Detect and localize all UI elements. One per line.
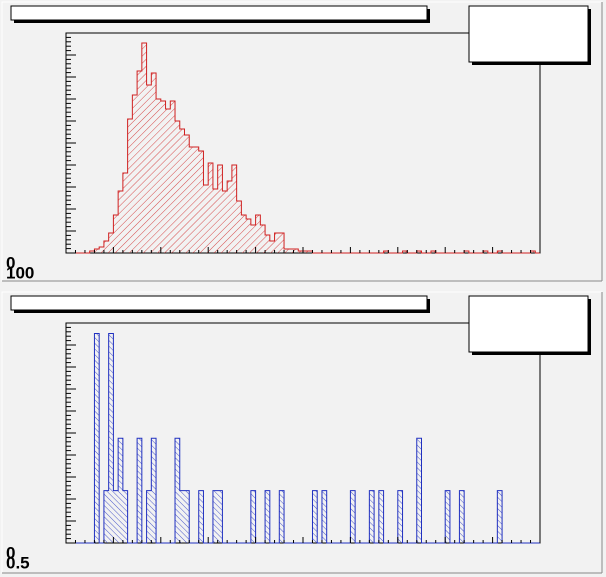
bar bbox=[146, 490, 152, 543]
bar bbox=[184, 135, 190, 253]
bar bbox=[103, 241, 109, 253]
bar bbox=[212, 189, 218, 253]
bar bbox=[189, 147, 194, 253]
bar bbox=[212, 490, 218, 543]
bar bbox=[170, 101, 176, 253]
bar bbox=[284, 249, 289, 253]
bar bbox=[179, 129, 185, 253]
title-box bbox=[10, 295, 428, 311]
bar bbox=[497, 251, 503, 253]
bar bbox=[165, 109, 171, 253]
bar bbox=[265, 235, 270, 253]
bar bbox=[137, 71, 142, 253]
bar bbox=[416, 438, 422, 543]
bar bbox=[184, 490, 190, 543]
bar bbox=[118, 438, 123, 543]
histogram-outline bbox=[66, 332, 540, 544]
bar bbox=[151, 438, 157, 543]
bar bbox=[265, 490, 270, 543]
bar bbox=[227, 181, 232, 253]
bar bbox=[402, 251, 408, 253]
bar bbox=[141, 43, 147, 253]
bar bbox=[269, 241, 275, 253]
bar bbox=[250, 225, 256, 253]
bar bbox=[288, 249, 294, 253]
bar bbox=[416, 251, 422, 253]
bar bbox=[530, 251, 536, 253]
bar bbox=[255, 215, 261, 253]
bar bbox=[198, 151, 204, 253]
bar bbox=[208, 163, 213, 253]
bar bbox=[146, 85, 152, 253]
bar bbox=[250, 490, 256, 543]
bar bbox=[312, 490, 318, 543]
bar bbox=[464, 251, 469, 253]
axis-label: 100 bbox=[6, 263, 34, 282]
bar bbox=[459, 490, 465, 543]
bar bbox=[179, 490, 185, 543]
bar bbox=[279, 490, 285, 543]
bar bbox=[241, 215, 247, 253]
bar bbox=[246, 219, 251, 253]
bar bbox=[497, 490, 503, 543]
bar bbox=[193, 147, 199, 253]
bar bbox=[298, 251, 303, 253]
bar bbox=[122, 173, 128, 253]
bar bbox=[279, 233, 285, 253]
bar bbox=[203, 185, 209, 253]
bar bbox=[103, 490, 109, 543]
bar bbox=[369, 490, 375, 543]
bar bbox=[303, 251, 308, 253]
bar bbox=[383, 251, 389, 253]
stats-box bbox=[468, 295, 589, 353]
bar bbox=[89, 251, 95, 253]
bar bbox=[108, 233, 114, 253]
bar bbox=[274, 233, 280, 253]
bar bbox=[307, 251, 313, 253]
bar bbox=[113, 215, 119, 253]
bar bbox=[137, 438, 142, 543]
bar bbox=[160, 101, 166, 253]
bar bbox=[445, 490, 450, 543]
bar bbox=[113, 490, 119, 543]
bar bbox=[151, 73, 157, 253]
bar bbox=[483, 251, 488, 253]
bar bbox=[350, 490, 356, 543]
histogram-outline bbox=[66, 42, 540, 254]
bar bbox=[231, 165, 237, 253]
bar bbox=[175, 438, 180, 543]
bar bbox=[118, 191, 123, 253]
bar bbox=[156, 99, 161, 253]
bar bbox=[94, 249, 100, 253]
bar bbox=[94, 333, 100, 543]
bar bbox=[236, 201, 242, 253]
bar bbox=[430, 251, 436, 253]
bar bbox=[260, 225, 266, 253]
axis-label: 0.5 bbox=[6, 553, 30, 572]
stats-box bbox=[468, 5, 589, 63]
axis-label: 0 bbox=[6, 543, 15, 562]
title-box bbox=[10, 5, 428, 21]
bar bbox=[378, 490, 384, 543]
bar bbox=[127, 119, 133, 253]
bar bbox=[293, 249, 299, 253]
bar bbox=[122, 490, 128, 543]
bar bbox=[132, 95, 138, 253]
bar bbox=[217, 490, 223, 543]
axis-label: 0 bbox=[6, 253, 15, 272]
bar bbox=[175, 121, 180, 253]
bar bbox=[222, 191, 228, 253]
bar bbox=[198, 490, 204, 543]
bar bbox=[217, 165, 223, 253]
bar bbox=[397, 490, 403, 543]
bar bbox=[108, 333, 114, 543]
bar bbox=[99, 247, 104, 253]
bar bbox=[321, 490, 327, 543]
